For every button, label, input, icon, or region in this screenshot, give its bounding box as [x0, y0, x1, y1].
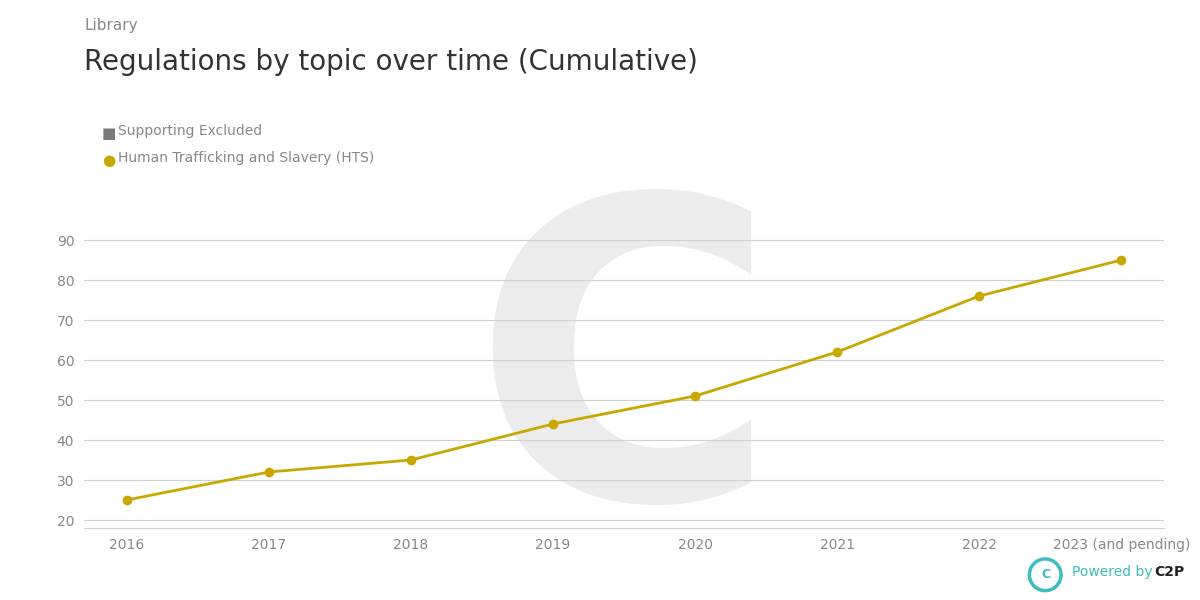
- Text: Powered by: Powered by: [1072, 565, 1157, 579]
- Text: C2P: C2P: [1154, 565, 1184, 579]
- Text: C: C: [472, 182, 776, 586]
- Text: C: C: [1042, 568, 1050, 581]
- Text: ■: ■: [102, 126, 116, 141]
- Text: Library: Library: [84, 18, 138, 33]
- Text: ●: ●: [102, 153, 115, 168]
- Text: Human Trafficking and Slavery (HTS): Human Trafficking and Slavery (HTS): [118, 151, 374, 165]
- Text: Regulations by topic over time (Cumulative): Regulations by topic over time (Cumulati…: [84, 48, 698, 76]
- Text: Supporting Excluded: Supporting Excluded: [118, 124, 262, 138]
